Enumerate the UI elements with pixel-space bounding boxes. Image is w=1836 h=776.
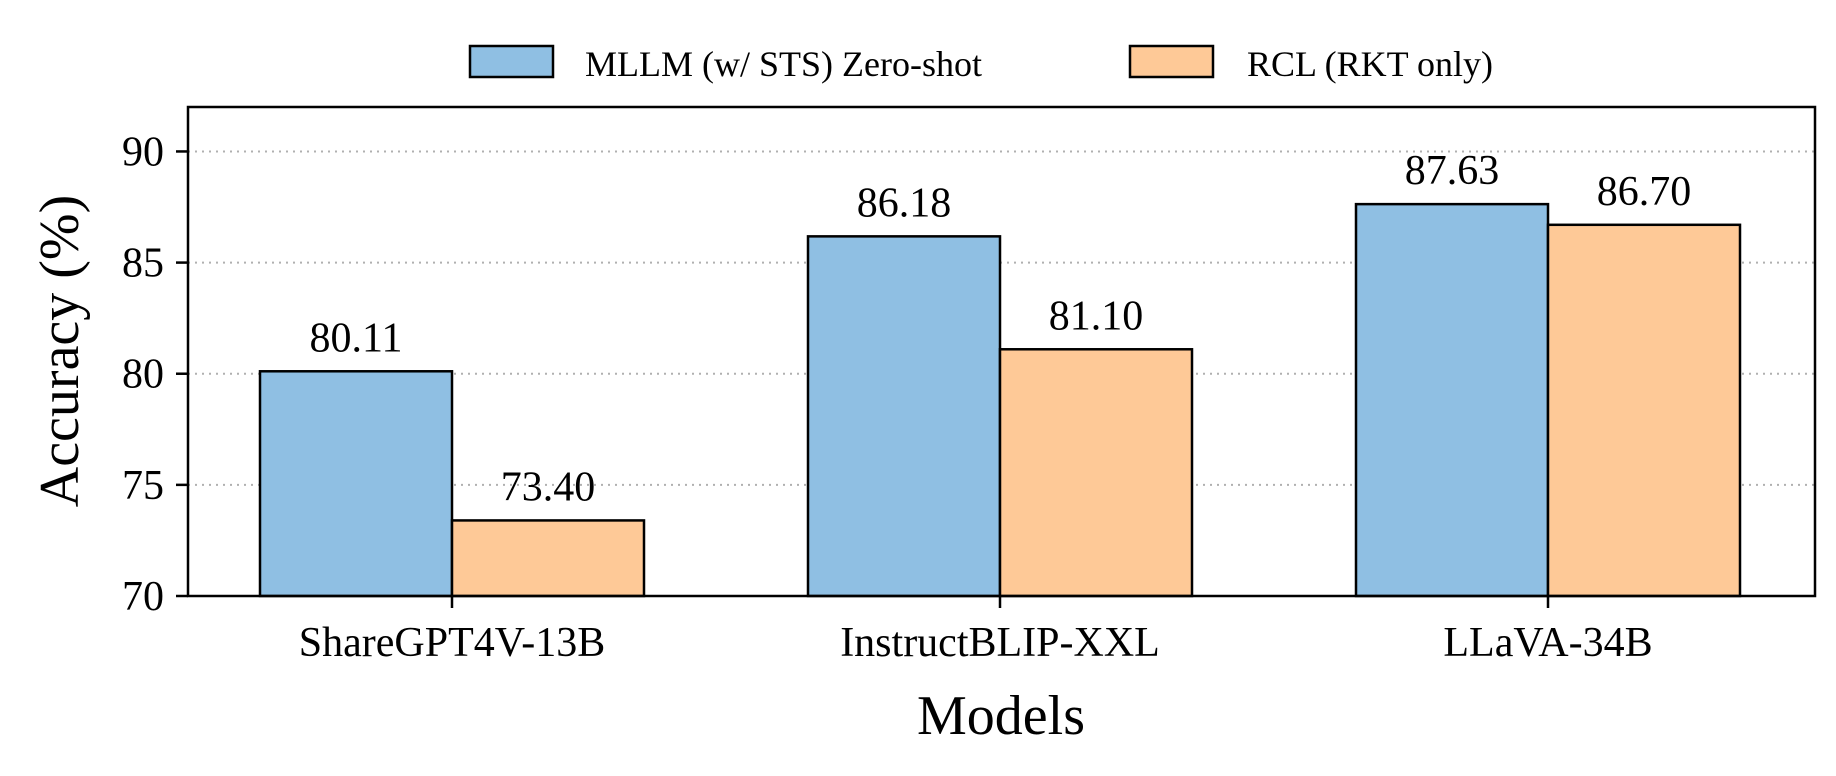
bar [258, 370, 454, 598]
bar [998, 348, 1194, 598]
legend-swatch-rcl [1128, 44, 1215, 79]
y-axis-title: Accuracy (%) [29, 195, 91, 507]
legend-label-mllm: MLLM (w/ STS) Zero-shot [585, 44, 982, 84]
y-tick-label: 75 [122, 463, 164, 509]
legend: MLLM (w/ STS) Zero-shot RCL (RKT only) [468, 44, 1493, 84]
data-label: 80.11 [310, 315, 403, 361]
x-tick-label: ShareGPT4V-13B [299, 620, 605, 666]
x-tick-label: InstructBLIP-XXL [840, 620, 1160, 666]
y-axis: 70 75 80 85 90 [122, 129, 188, 620]
value-labels: 80.11 73.40 86.18 81.10 87.63 86.70 [310, 148, 1692, 510]
data-label: 73.40 [501, 464, 596, 510]
legend-label-rcl: RCL (RKT only) [1247, 44, 1493, 84]
data-label: 86.70 [1597, 169, 1692, 215]
data-label: 87.63 [1405, 148, 1500, 194]
bar [806, 235, 1002, 598]
bar [450, 519, 646, 598]
plot-frame [186, 105, 1817, 598]
y-tick-label: 80 [122, 352, 164, 398]
x-axis-title: Models [917, 685, 1085, 747]
data-label: 81.10 [1049, 293, 1144, 339]
bar [1354, 202, 1550, 598]
x-tick-label: LLaVA-34B [1443, 620, 1652, 666]
y-tick-label: 70 [122, 574, 164, 620]
data-label: 86.18 [857, 180, 952, 226]
y-tick-label: 85 [122, 241, 164, 287]
legend-swatch-mllm [468, 44, 555, 79]
y-tick-label: 90 [122, 129, 164, 175]
x-axis: ShareGPT4V-13B InstructBLIP-XXL LLaVA-34B [299, 596, 1653, 666]
bar [1546, 223, 1742, 598]
